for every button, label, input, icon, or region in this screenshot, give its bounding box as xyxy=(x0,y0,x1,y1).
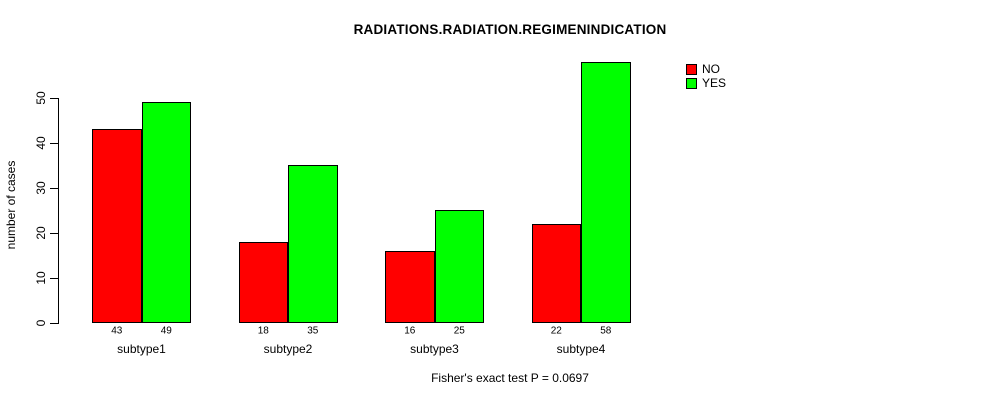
legend-swatch-yes xyxy=(686,77,697,89)
value-label: 22 xyxy=(550,325,562,337)
bar-yes-subtype3 xyxy=(434,210,484,323)
value-label: 16 xyxy=(404,325,416,337)
value-label: 58 xyxy=(600,325,612,337)
bar-no-subtype3 xyxy=(385,251,435,323)
y-tick-label: 30 xyxy=(34,181,48,195)
legend-label-no: NO xyxy=(702,62,720,76)
y-tick xyxy=(50,97,58,99)
legend-item-no: NO xyxy=(686,62,726,76)
legend-item-yes: YES xyxy=(686,76,726,90)
y-tick-label: 20 xyxy=(34,226,48,240)
value-label: 43 xyxy=(111,325,123,337)
y-tick-label: 0 xyxy=(34,319,48,327)
value-label: 49 xyxy=(160,325,172,337)
legend-swatch-no xyxy=(686,63,697,75)
y-tick xyxy=(50,232,58,234)
y-tick xyxy=(50,277,58,279)
category-label-subtype2: subtype2 xyxy=(263,342,313,356)
bar-no-subtype2 xyxy=(238,242,288,323)
value-label: 25 xyxy=(453,325,465,337)
y-axis-label: number of cases xyxy=(4,160,18,250)
y-tick-label: 10 xyxy=(34,271,48,285)
y-tick xyxy=(50,322,58,324)
category-label-subtype4: subtype4 xyxy=(556,342,606,356)
bar-yes-subtype1 xyxy=(141,102,191,323)
bar-yes-subtype2 xyxy=(288,165,338,323)
bar-yes-subtype4 xyxy=(581,62,631,323)
category-label-subtype3: subtype3 xyxy=(410,342,459,356)
legend: NO YES xyxy=(686,62,726,90)
legend-label-yes: YES xyxy=(702,76,727,90)
y-tick-label: 40 xyxy=(34,136,48,150)
y-tick xyxy=(50,142,58,144)
value-label: 35 xyxy=(307,325,319,337)
chart-title: RADIATIONS.RADIATION.REGIMENINDICATION xyxy=(353,22,667,37)
bar-no-subtype4 xyxy=(531,224,581,323)
category-label-subtype1: subtype1 xyxy=(117,342,166,356)
caption-fisher-test: Fisher's exact test P = 0.0697 xyxy=(431,371,589,385)
value-label: 18 xyxy=(257,325,269,337)
y-tick-label: 50 xyxy=(34,91,48,105)
y-tick xyxy=(50,187,58,189)
y-axis-line xyxy=(58,98,59,324)
bar-no-subtype1 xyxy=(92,129,142,323)
